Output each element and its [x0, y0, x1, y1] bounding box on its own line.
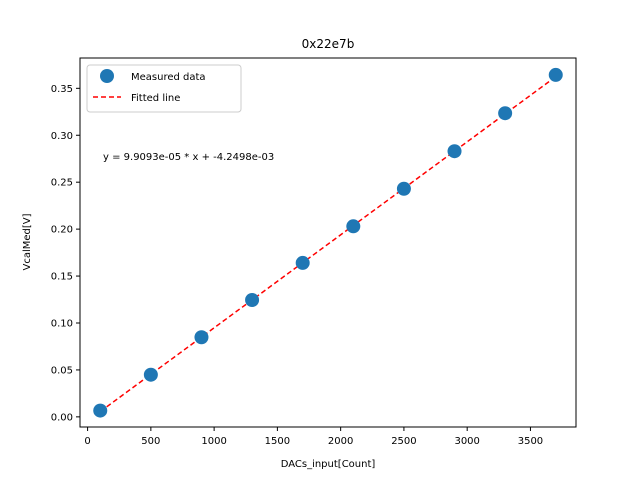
legend: Measured data Fitted line — [86, 64, 242, 113]
x-tick-label: 2000 — [328, 436, 353, 447]
fitted-line-series — [99, 76, 557, 413]
x-tick-label: 2500 — [391, 436, 416, 447]
y-axis-ticks: 0.00 0.05 0.10 0.15 0.20 0.25 0.30 0.35 — [51, 84, 80, 423]
y-tick-label: 0.00 — [51, 412, 73, 423]
y-tick-label: 0.25 — [51, 178, 73, 189]
x-axis-ticks: 0 500 1000 1500 2000 2500 3000 3500 — [84, 427, 543, 447]
fit-equation-annotation: y = 9.9093e-05 * x + -4.2498e-03 — [103, 152, 274, 163]
legend-box — [86, 64, 242, 113]
data-point — [93, 403, 108, 418]
measured-data-series — [93, 67, 563, 418]
x-tick-label: 3500 — [518, 436, 543, 447]
data-point — [447, 144, 462, 159]
legend-marker-measured — [100, 69, 114, 83]
x-tick-label: 1500 — [265, 436, 290, 447]
x-tick-label: 3000 — [454, 436, 479, 447]
data-point — [346, 219, 361, 234]
x-axis-label: DACs_input[Count] — [281, 459, 376, 470]
data-point — [194, 330, 209, 345]
data-point — [498, 106, 513, 121]
legend-label-measured: Measured data — [131, 72, 206, 83]
x-tick-label: 0 — [84, 436, 90, 447]
plot-area — [80, 58, 576, 427]
data-point — [143, 367, 158, 382]
y-tick-label: 0.10 — [51, 318, 73, 329]
data-point — [245, 292, 260, 307]
data-point — [295, 255, 310, 270]
y-tick-label: 0.30 — [51, 131, 73, 142]
y-axis-label: VcalMed[V] — [22, 213, 33, 270]
plot-frame — [79, 57, 577, 428]
y-tick-label: 0.35 — [51, 84, 73, 95]
y-tick-label: 0.20 — [51, 225, 73, 236]
x-tick-label: 500 — [141, 436, 160, 447]
data-point — [548, 67, 563, 82]
fitted-line — [99, 76, 557, 413]
chart-title: 0x22e7b — [302, 37, 355, 51]
y-tick-label: 0.05 — [51, 365, 73, 376]
data-point — [396, 181, 411, 196]
x-tick-label: 1000 — [201, 436, 226, 447]
legend-label-fitted: Fitted line — [131, 93, 180, 104]
y-tick-label: 0.15 — [51, 272, 73, 283]
